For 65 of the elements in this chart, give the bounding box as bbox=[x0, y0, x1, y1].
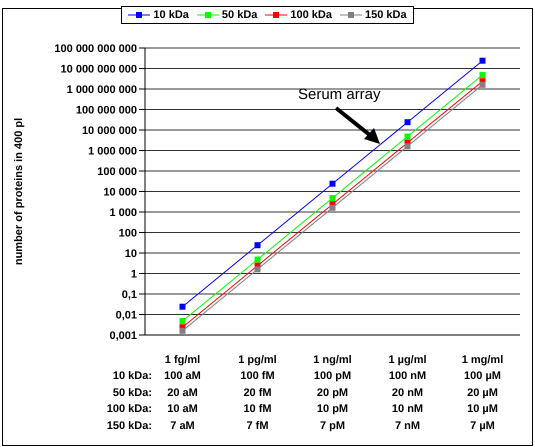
y-tick-label: 1 000 000 bbox=[88, 145, 137, 158]
text: 20 aM bbox=[167, 386, 198, 398]
text: 100 nM bbox=[388, 370, 428, 382]
text: 100 fM bbox=[239, 370, 276, 382]
y-tick-label: 1 000 000 000 bbox=[66, 84, 137, 96]
x-tick-label: 1 mg/ml bbox=[462, 354, 504, 366]
y-tick-label: 10 000 bbox=[103, 186, 137, 198]
x-tick-label: 1 fg/ml bbox=[164, 354, 200, 366]
text: 7 aM bbox=[170, 420, 195, 432]
point bbox=[254, 256, 260, 263]
legend-label: 50 kDa bbox=[220, 9, 258, 21]
point bbox=[330, 180, 336, 187]
point bbox=[180, 304, 186, 310]
text: 7 nM bbox=[394, 420, 422, 432]
y-tick-label: 100 000 000 000 bbox=[54, 42, 137, 55]
legend-label: 150 kDa bbox=[364, 9, 407, 21]
text: 20 pM bbox=[316, 386, 350, 398]
y-axis-title: number of proteins in 400 pl bbox=[12, 118, 25, 266]
x-tick-label: 1 ng/ml bbox=[313, 354, 352, 366]
legend-label: 100 kDa bbox=[289, 9, 332, 21]
text: 50 kDa: bbox=[112, 386, 152, 398]
text: 7 µM bbox=[469, 420, 496, 432]
y-tick-label: 10 000 000 000 bbox=[60, 63, 137, 76]
y-tick-label: 10 000 000 bbox=[82, 124, 137, 137]
text: 10 kDa: bbox=[112, 370, 152, 382]
point bbox=[480, 82, 486, 88]
legend-label: 10 kDa bbox=[152, 9, 189, 21]
point bbox=[404, 143, 410, 150]
text: 10 pM bbox=[316, 403, 350, 415]
text: 10 fM bbox=[242, 403, 273, 415]
point bbox=[404, 119, 410, 126]
y-tick-label: 0,001 bbox=[109, 330, 137, 342]
text: 100 µM bbox=[463, 370, 502, 382]
y-tick-label: 10 bbox=[124, 248, 137, 260]
text: 100 aM bbox=[164, 370, 201, 382]
point bbox=[480, 58, 486, 64]
text: 7 fM bbox=[246, 420, 270, 432]
point bbox=[254, 266, 260, 272]
y-tick-label: 100 000 bbox=[97, 166, 137, 178]
y-tick-label: 0,1 bbox=[122, 288, 137, 301]
point bbox=[404, 134, 410, 140]
text: 10 µM bbox=[466, 403, 499, 415]
text: 100 kDa: bbox=[106, 403, 152, 415]
text: 7 pM bbox=[318, 420, 346, 432]
text: 20 µM bbox=[466, 386, 499, 398]
point bbox=[480, 72, 486, 78]
y-tick-label: 0,01 bbox=[116, 309, 137, 322]
text: 150 kDa: bbox=[106, 420, 152, 432]
point bbox=[330, 204, 336, 211]
point bbox=[330, 195, 336, 202]
text: 20 nM bbox=[390, 386, 424, 398]
text: 10 aM bbox=[167, 403, 198, 415]
x-tick-label: 1 µg/ml bbox=[388, 354, 427, 366]
x-tick-label: 1 pg/ml bbox=[238, 354, 277, 366]
annotation: Serum array bbox=[298, 86, 381, 103]
y-tick-label: 100 000 000 bbox=[76, 104, 137, 116]
y-tick-label: 100 bbox=[118, 227, 137, 240]
text: 20 fM bbox=[242, 386, 273, 398]
point bbox=[254, 242, 260, 248]
point bbox=[180, 328, 186, 334]
y-tick-label: 1 000 bbox=[109, 206, 137, 219]
text: 10 nM bbox=[390, 403, 424, 415]
y-tick-label: 1 bbox=[130, 268, 137, 280]
point bbox=[180, 318, 186, 324]
text: 100 pM bbox=[312, 370, 352, 382]
